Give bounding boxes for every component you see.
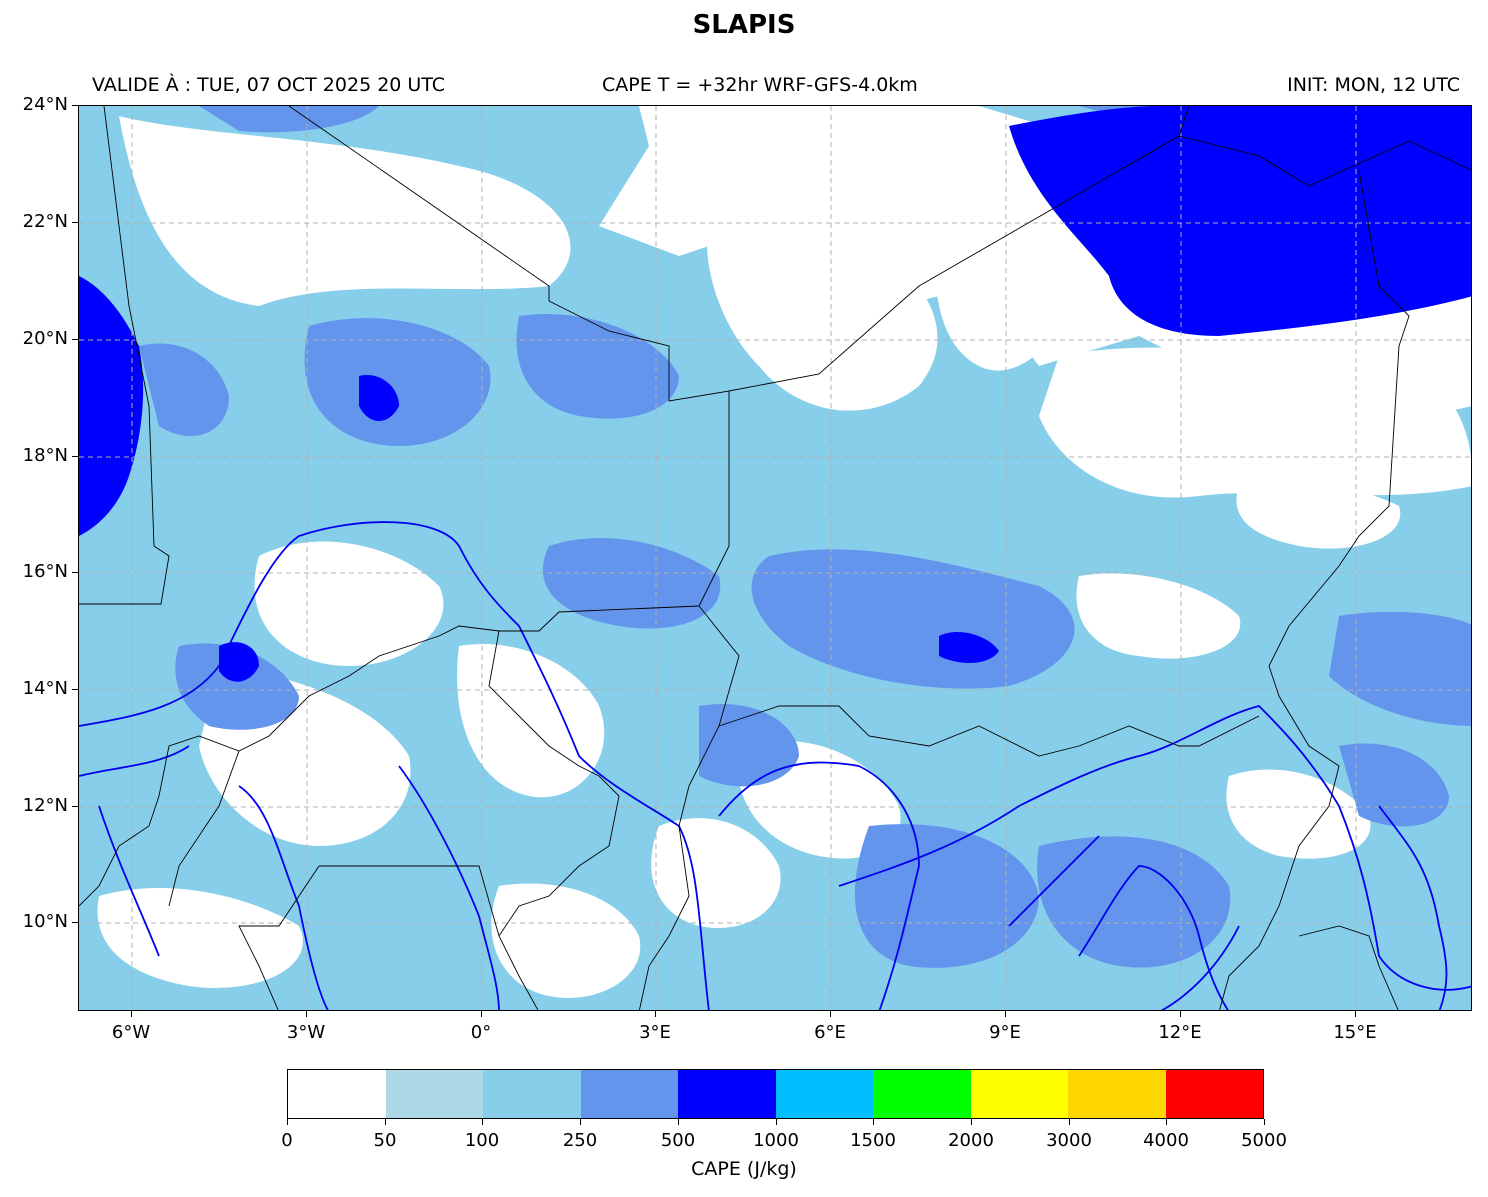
colorbar-title: CAPE (J/kg)	[691, 1158, 797, 1180]
cape-map	[78, 105, 1472, 1011]
colorbar-tick-label: 1000	[753, 1130, 799, 1151]
lon-tick-15e: 15°E	[1333, 1022, 1377, 1043]
colorbar-segment	[970, 1070, 1068, 1118]
lat-tick-14n: 14°N	[22, 678, 68, 699]
country-borders	[79, 106, 1471, 1010]
lat-tick-24n: 24°N	[22, 94, 68, 115]
colorbar-tick-label: 2000	[948, 1130, 994, 1151]
colorbar-segment	[873, 1070, 971, 1118]
map-title: SLAPIS	[692, 10, 796, 40]
colorbar-segment	[580, 1070, 678, 1118]
colorbar-segment	[678, 1070, 776, 1118]
colorbar-tick-label: 250	[562, 1130, 598, 1151]
colorbar-segment	[483, 1070, 581, 1118]
colorbar-tick-label: 500	[660, 1130, 696, 1151]
colorbar-segment	[1068, 1070, 1166, 1118]
lat-tick-18n: 18°N	[22, 445, 68, 466]
lon-tick-3w: 3°W	[286, 1022, 326, 1043]
lon-tick-0: 0°	[470, 1022, 492, 1043]
colorbar-tick-label: 1500	[850, 1130, 896, 1151]
colorbar-segment	[1165, 1070, 1263, 1118]
cape-field-svg	[79, 106, 1471, 1010]
lat-tick-16n: 16°N	[22, 561, 68, 582]
colorbar-segment	[385, 1070, 483, 1118]
cape-colorbar	[287, 1069, 1264, 1119]
init-time-label: INIT: MON, 12 UTC	[1287, 74, 1460, 96]
lon-tick-9e: 9°E	[989, 1022, 1021, 1043]
colorbar-tick-label: 3000	[1046, 1130, 1092, 1151]
lon-tick-12e: 12°E	[1158, 1022, 1202, 1043]
lon-tick-3e: 3°E	[639, 1022, 671, 1043]
map-gridlines	[79, 106, 1471, 1010]
lon-tick-6e: 6°E	[814, 1022, 846, 1043]
valid-time-label: VALIDE À : TUE, 07 OCT 2025 20 UTC	[92, 74, 446, 96]
lat-tick-20n: 20°N	[22, 328, 68, 349]
lon-tick-6w: 6°W	[111, 1022, 151, 1043]
colorbar-tick-label: 5000	[1241, 1130, 1287, 1151]
lat-tick-10n: 10°N	[22, 911, 68, 932]
colorbar-segment	[775, 1070, 873, 1118]
lat-tick-12n: 12°N	[22, 795, 68, 816]
colorbar-tick-label: 100	[464, 1130, 500, 1151]
lat-tick-22n: 22°N	[22, 211, 68, 232]
colorbar-tick-label: 4000	[1143, 1130, 1189, 1151]
forecast-info-label: CAPE T = +32hr WRF-GFS-4.0km	[602, 74, 918, 96]
colorbar-tick-label: 0	[281, 1130, 293, 1151]
colorbar-tick-label: 50	[373, 1130, 397, 1151]
colorbar-segment	[288, 1070, 386, 1118]
rivers	[79, 521, 1471, 1010]
